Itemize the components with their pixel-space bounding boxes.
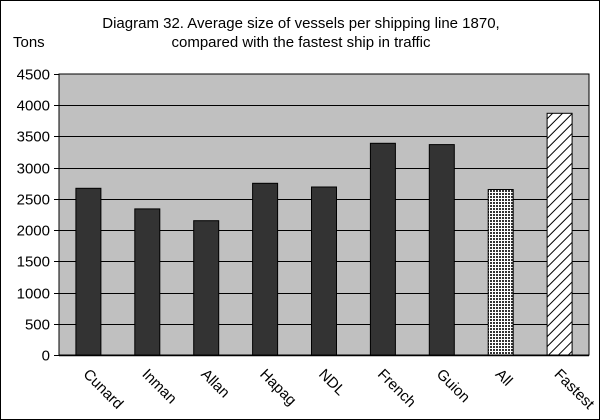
y-tick-label: 1500 [17, 254, 50, 271]
x-tick-label: Fastest [551, 366, 598, 413]
x-tick-label: Inman [139, 366, 181, 408]
bar-cunard [75, 187, 102, 356]
x-tick-label: NDL [315, 366, 348, 399]
y-tick-label: 500 [25, 317, 50, 334]
y-tick-label: 2000 [17, 223, 50, 240]
x-tick-label: Guion [433, 366, 473, 406]
bar-allan [193, 220, 220, 356]
y-tick-label: 3000 [17, 161, 50, 178]
x-tick-label: All [492, 366, 516, 390]
bar-ndl [311, 186, 337, 356]
bar-inman [134, 208, 161, 356]
y-tick-label: 2500 [17, 192, 50, 209]
y-tick-label: 3500 [17, 129, 50, 146]
bar-all [487, 189, 514, 356]
x-tick-label: Hapag [256, 366, 299, 409]
y-tick-label: 4500 [17, 67, 50, 84]
y-tick-label: 0 [42, 348, 50, 365]
bar-hapag [252, 182, 279, 356]
y-tick-label: 1000 [17, 286, 50, 303]
chart-subtitle: compared with the fastest ship in traffi… [171, 34, 431, 51]
x-tick-label: French [374, 366, 419, 411]
chart-title: Diagram 32. Average size of vessels per … [102, 15, 500, 32]
x-tick-label: Cunard [80, 366, 127, 413]
bar-fastest [546, 112, 573, 356]
y-axis-label: Tons [13, 34, 45, 51]
bar-guion [428, 144, 455, 356]
x-tick-label: Allan [197, 366, 233, 402]
y-tick-label: 4000 [17, 98, 50, 115]
bar-french [369, 142, 396, 356]
